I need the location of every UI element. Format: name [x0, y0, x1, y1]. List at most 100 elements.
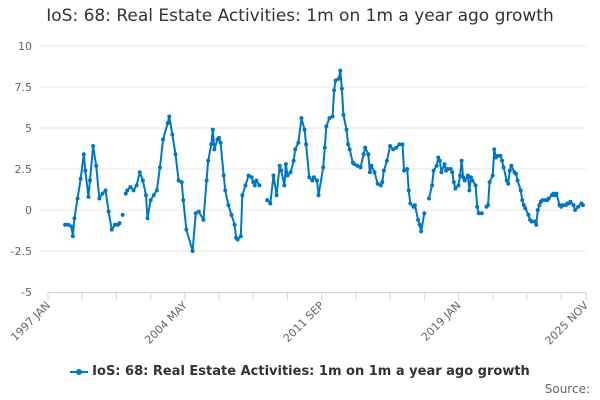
- data-point: [167, 114, 172, 119]
- data-point: [117, 221, 122, 226]
- data-point: [179, 180, 184, 185]
- series-line: [124, 115, 261, 252]
- data-point: [560, 203, 565, 208]
- data-point: [165, 121, 170, 126]
- y-tick-label: -5: [21, 286, 32, 299]
- data-point: [109, 227, 114, 232]
- x-tick-label: 1997 JAN: [8, 299, 53, 344]
- data-point: [437, 158, 442, 163]
- data-point: [283, 162, 288, 167]
- data-point: [201, 217, 206, 222]
- data-point: [419, 229, 424, 234]
- data-point: [554, 191, 559, 196]
- data-point: [123, 191, 128, 196]
- chart-title: IoS: 68: Real Estate Activities: 1m on 1…: [46, 6, 554, 26]
- data-point: [465, 173, 470, 178]
- legend-label: IoS: 68: Real Estate Activities: 1m on 1…: [92, 364, 530, 379]
- data-point: [94, 163, 99, 168]
- series-line: [266, 69, 426, 233]
- data-point: [66, 222, 71, 227]
- data-point: [537, 203, 542, 208]
- data-point: [416, 217, 421, 222]
- data-point: [322, 145, 327, 150]
- data-point: [176, 178, 181, 183]
- data-point: [355, 163, 360, 168]
- data-point: [520, 198, 525, 203]
- data-point: [526, 212, 531, 217]
- data-point: [196, 209, 201, 214]
- data-point: [106, 209, 111, 214]
- data-point: [226, 203, 231, 208]
- data-point: [500, 158, 505, 163]
- data-point: [315, 178, 319, 183]
- data-point: [69, 224, 74, 229]
- data-point: [336, 76, 341, 81]
- data-point: [206, 158, 211, 163]
- data-point: [461, 175, 466, 180]
- data-point: [333, 78, 338, 83]
- data-point: [462, 178, 467, 183]
- data-point: [154, 188, 159, 193]
- data-point: [265, 198, 270, 203]
- data-point: [367, 170, 372, 175]
- data-point: [430, 183, 435, 188]
- data-point: [380, 180, 385, 185]
- data-point: [217, 135, 222, 140]
- x-tick-label: 2019 JAN: [419, 299, 464, 344]
- data-point: [467, 188, 472, 193]
- data-point: [366, 152, 371, 157]
- data-point: [426, 196, 431, 201]
- data-point: [501, 165, 506, 170]
- data-point: [352, 162, 357, 167]
- data-point: [458, 173, 463, 178]
- data-point: [546, 196, 551, 201]
- data-point: [173, 152, 178, 157]
- data-point: [181, 198, 186, 203]
- data-point: [492, 147, 497, 152]
- data-point: [518, 188, 523, 193]
- data-point: [451, 180, 456, 185]
- data-point: [521, 203, 526, 208]
- data-point: [388, 144, 393, 149]
- y-tick-label: 0: [25, 204, 32, 217]
- data-point: [431, 168, 436, 173]
- data-point: [475, 204, 480, 209]
- data-point: [304, 142, 309, 147]
- data-point: [223, 188, 228, 193]
- data-point: [534, 222, 539, 227]
- data-point: [288, 170, 293, 175]
- data-point: [361, 152, 366, 157]
- data-point: [204, 178, 209, 183]
- data-point: [486, 203, 491, 208]
- legend-item[interactable]: IoS: 68: Real Estate Activities: 1m on 1…: [0, 364, 600, 379]
- data-point: [232, 222, 237, 227]
- data-point: [487, 180, 492, 185]
- data-point: [372, 170, 377, 175]
- data-point: [212, 147, 217, 152]
- data-point: [209, 142, 214, 147]
- data-point: [145, 216, 150, 221]
- y-tick-label: 7.5: [15, 81, 33, 94]
- data-point: [184, 227, 189, 232]
- data-point: [246, 173, 251, 178]
- data-point: [157, 165, 162, 170]
- data-point: [70, 234, 75, 239]
- data-point: [363, 145, 368, 150]
- data-point: [476, 211, 481, 216]
- data-point: [507, 168, 512, 173]
- data-point: [249, 175, 254, 180]
- data-point: [473, 183, 478, 188]
- data-point: [358, 165, 363, 170]
- data-point: [495, 153, 500, 158]
- data-point: [344, 127, 349, 132]
- data-point: [91, 144, 96, 149]
- data-point: [257, 183, 262, 188]
- data-point: [490, 173, 495, 178]
- data-point: [576, 204, 581, 209]
- data-point: [417, 222, 422, 227]
- data-point: [332, 88, 337, 93]
- y-tick-label: 5: [25, 122, 32, 135]
- series-line: [65, 145, 121, 238]
- data-point: [125, 188, 130, 193]
- data-point: [523, 206, 528, 211]
